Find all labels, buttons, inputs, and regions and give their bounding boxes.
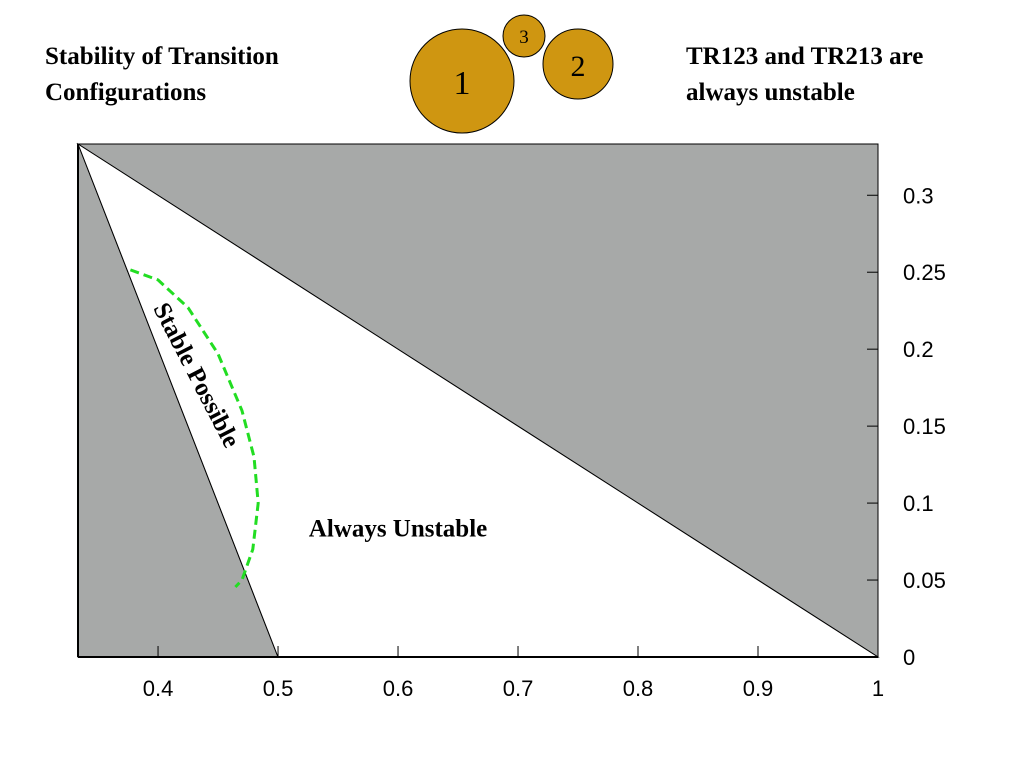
title-right-line1: TR123 and TR213 are: [686, 43, 924, 70]
title-left: Stability of Transition Configurations: [45, 39, 375, 111]
y-tick-label: 0.3: [903, 183, 934, 208]
disk-body-1: [409, 28, 515, 134]
x-tick-label: 0.6: [383, 676, 414, 701]
region-left: [77, 143, 279, 658]
disk-body-2: [542, 28, 614, 100]
region-upper: [76, 143, 879, 658]
disk-label-2: 2: [571, 50, 586, 83]
x-tick-label: 0.4: [143, 676, 174, 701]
stable-curve-layer: [129, 268, 260, 589]
y-tick-label: 0.1: [903, 491, 934, 516]
annotations-layer: Stable Possible Always Unstable: [148, 299, 488, 543]
axes-layer: 0.4 0.5 0.6 0.7 0.8 0.9 10 0.05 0.1 0.15 0.2 0.25 0.…: [77, 144, 946, 701]
x-tick-label: 0.9: [743, 676, 774, 701]
y-tick-label: 0.25: [903, 260, 946, 285]
y-tick-label: 0.05: [903, 568, 946, 593]
title-left-line2: Configurations: [45, 79, 207, 106]
y-tick-label: 0.15: [903, 414, 946, 439]
disk-body-3: [502, 14, 546, 58]
disk-label-1: 1: [454, 65, 471, 102]
y-tick-label: 0: [903, 645, 915, 670]
title-left-line1: Stability of Transition: [45, 43, 279, 70]
title-right-line2: always unstable: [686, 79, 855, 106]
annotation-label: Stable Possible: [148, 299, 245, 453]
y-tick-label: 0.2: [903, 337, 934, 362]
x-tick-label: 0.5: [263, 676, 294, 701]
disk-label-3: 3: [519, 27, 529, 48]
stable-region-curve: [129, 268, 260, 589]
regions-layer: [76, 142, 880, 658]
x-tick-label: 0.8: [623, 676, 654, 701]
region-middle: [76, 142, 880, 658]
x-tick-label: 1: [872, 676, 884, 701]
annotation-label: Always Unstable: [309, 516, 488, 543]
x-tick-label: 0.7: [503, 676, 534, 701]
three-body-disks: 1 2 3: [409, 14, 614, 134]
title-right: TR123 and TR213 are always unstable: [686, 39, 1016, 111]
